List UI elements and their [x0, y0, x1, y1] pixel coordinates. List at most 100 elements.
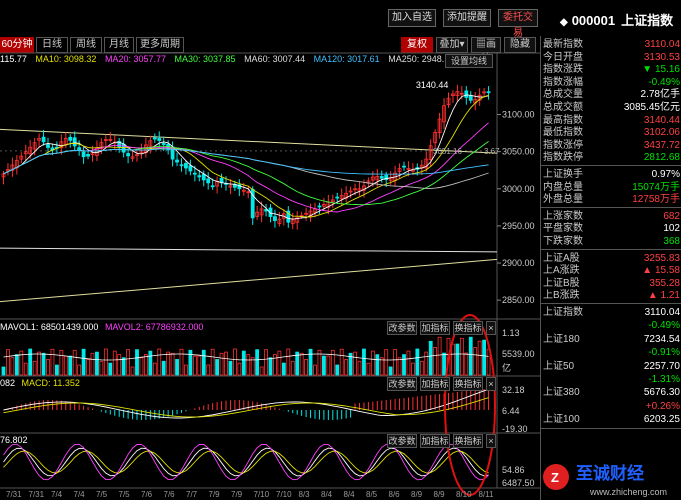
add-watchlist-button[interactable]: 加入自选 — [388, 9, 436, 27]
candle-body — [424, 158, 429, 169]
ma10-value: MA10: 3098.32 — [35, 54, 97, 64]
volume-add-indicator-button[interactable]: 加指标 — [420, 321, 450, 335]
macd-param-button[interactable]: 改参数 — [387, 377, 417, 391]
candle-body — [290, 219, 295, 225]
volume-bar — [210, 348, 215, 376]
ma-settings-button[interactable]: 设置均线 — [445, 54, 493, 68]
ind3-param-button[interactable]: 改参数 — [387, 434, 417, 448]
quote-label: 上证100 — [543, 414, 580, 426]
volume-bar — [179, 348, 184, 376]
dropdown-icon: ▾ — [459, 39, 465, 50]
ind3-switch-indicator-button[interactable]: 换指标 — [453, 434, 483, 448]
kline-chart[interactable]: 3100.00 3050.00 3000.00 2950.00 2900.00 2850.… — [0, 0, 540, 500]
volume-bar — [108, 362, 113, 376]
candle-body — [410, 169, 415, 172]
volume-param-button[interactable]: 改参数 — [387, 321, 417, 335]
candle-body — [206, 178, 211, 184]
macd-add-indicator-button[interactable]: 加指标 — [420, 377, 450, 391]
volume-bar — [313, 364, 317, 376]
ind3-axis-label: 6487.50 — [502, 478, 535, 488]
entrust-trade-button[interactable]: 委托交易 — [498, 9, 538, 39]
candle-body — [175, 159, 179, 163]
candle-body — [370, 176, 375, 181]
volume-bar — [424, 351, 429, 376]
quote-row: 外盘总量 12758万手 — [543, 193, 680, 206]
volume-bar — [6, 349, 10, 376]
volume-bar — [206, 364, 211, 376]
volume-bar — [468, 336, 473, 376]
volume-bar — [250, 357, 255, 376]
volume-bar — [428, 340, 433, 376]
candle-body — [375, 176, 380, 181]
date-tick-label: 7/4 — [74, 490, 86, 499]
candle-body — [46, 144, 50, 148]
quote-label: 平盘家数 — [543, 223, 583, 235]
date-tick-label: 7/5 — [96, 490, 108, 499]
quote-value: 3255.83 — [643, 252, 680, 264]
candle-body — [126, 153, 130, 157]
ind3-add-indicator-button[interactable]: 加指标 — [420, 434, 450, 448]
volume-bar — [55, 364, 59, 376]
quote-separator — [541, 165, 681, 166]
quote-value: 7234.54 — [643, 333, 680, 345]
quote-value: ▲ 15.58 — [642, 265, 680, 277]
volume-bar — [121, 357, 126, 376]
candle-body — [277, 218, 282, 224]
quote-row: 今日开盘 3130.53 — [543, 51, 680, 64]
highlight-ellipse — [444, 314, 496, 496]
quote-label: 上证380 — [543, 387, 580, 399]
macd-axis-label: 32.18 — [502, 385, 525, 395]
quote-row: 指数涨幅 -0.49% — [543, 76, 680, 89]
candle-body — [379, 176, 384, 179]
volume-bar — [152, 362, 157, 376]
volume-bar — [366, 362, 371, 376]
volume-bar — [264, 349, 268, 376]
candle-body — [362, 185, 366, 191]
volume-bar — [348, 352, 353, 376]
volume-bar — [232, 348, 237, 376]
price-tick-label: 3100.00 — [502, 110, 535, 120]
logo-letter: Z — [551, 470, 559, 485]
date-tick-label: 8/9 — [434, 490, 446, 499]
candle-body — [148, 140, 153, 147]
candle-body — [37, 137, 41, 141]
date-tick-label: 7/7 — [186, 490, 198, 499]
macd-switch-indicator-button[interactable]: 换指标 — [453, 377, 483, 391]
hide-button[interactable]: 隐藏 — [504, 37, 536, 53]
quote-row: 最低指数 3102.06 — [543, 126, 680, 139]
volume-bar — [388, 366, 393, 376]
quote-value: 3085.45亿元 — [623, 102, 680, 113]
volume-bar — [224, 351, 228, 376]
quote-value: 2812.68 — [643, 152, 680, 164]
candle-body — [353, 188, 357, 191]
macd-close-button[interactable]: × — [486, 377, 496, 391]
volume-bar — [59, 349, 64, 376]
candle-body — [259, 208, 264, 216]
quote-value: 682 — [663, 210, 680, 222]
mavol1-value: MAVOL1: 68501439.000 — [0, 322, 99, 332]
quote-label: 上证50 — [543, 360, 575, 372]
quote-value: 15074万手 — [632, 181, 680, 193]
volume-bar — [197, 355, 202, 376]
volume-bar — [344, 359, 349, 376]
quote-value: 355.28 — [649, 277, 680, 289]
volume-bar — [419, 360, 424, 376]
quote-row: 总成交量 2.78亿手 — [543, 88, 680, 101]
add-alert-button[interactable]: 添加提醒 — [443, 9, 491, 27]
ind3-close-button[interactable]: × — [486, 434, 496, 448]
candle-body — [228, 185, 233, 188]
volume-close-button[interactable]: × — [486, 321, 496, 335]
date-tick-label: 8/4 — [344, 490, 356, 499]
date-tick-label: 7/6 — [141, 490, 153, 499]
volume-bar — [255, 349, 260, 376]
volume-switch-indicator-button[interactable]: 换指标 — [453, 321, 483, 335]
ma60-value: MA60: 3007.44 — [244, 54, 306, 64]
price-tick-label: 2950.00 — [502, 221, 535, 231]
candle-body — [103, 139, 108, 141]
quote-label: 上A涨跌 — [543, 265, 580, 277]
volume-bar — [362, 348, 366, 376]
candle-body — [99, 142, 104, 149]
quote-value: -0.91% — [648, 347, 680, 359]
macd-axis-label: -19.30 — [502, 424, 528, 434]
draw-icon: ▦ — [476, 39, 486, 50]
